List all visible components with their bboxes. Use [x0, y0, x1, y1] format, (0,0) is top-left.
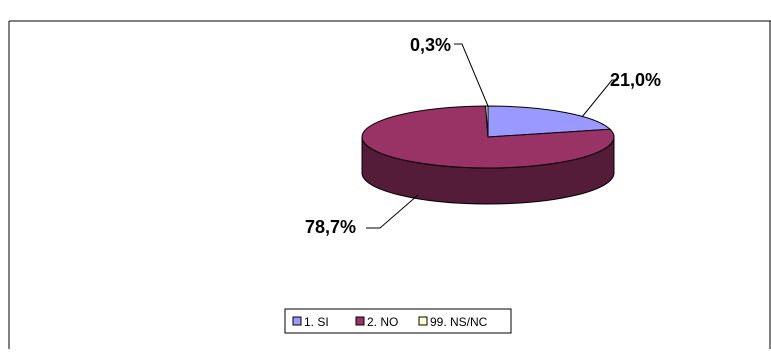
- data-label-99-ns-nc: 0,3%: [410, 35, 451, 55]
- legend-swatch-si: [292, 316, 302, 326]
- leader-line-1-si: [581, 79, 618, 118]
- pie-slice-1-si: [487, 105, 612, 138]
- legend-swatch-nsnc: [418, 316, 428, 326]
- legend-label-nsnc: 99. NS/NC: [430, 315, 488, 329]
- legend-swatch-no: [355, 316, 365, 326]
- leader-lines: [366, 43, 618, 229]
- leader-line-2-no: [366, 194, 419, 229]
- leader-line-99-ns-nc: [454, 43, 489, 107]
- data-labels: 21,0% 78,7% 0,3%: [305, 35, 661, 237]
- legend: 1. SI 2. NO 99. NS/NC: [284, 308, 512, 334]
- legend-label-si: 1. SI: [304, 315, 329, 329]
- data-label-1-si: 21,0%: [610, 70, 661, 90]
- legend-box: [284, 308, 512, 334]
- data-label-2-no: 78,7%: [305, 217, 356, 237]
- legend-label-no: 2. NO: [367, 315, 398, 329]
- pie-layer: [361, 105, 615, 205]
